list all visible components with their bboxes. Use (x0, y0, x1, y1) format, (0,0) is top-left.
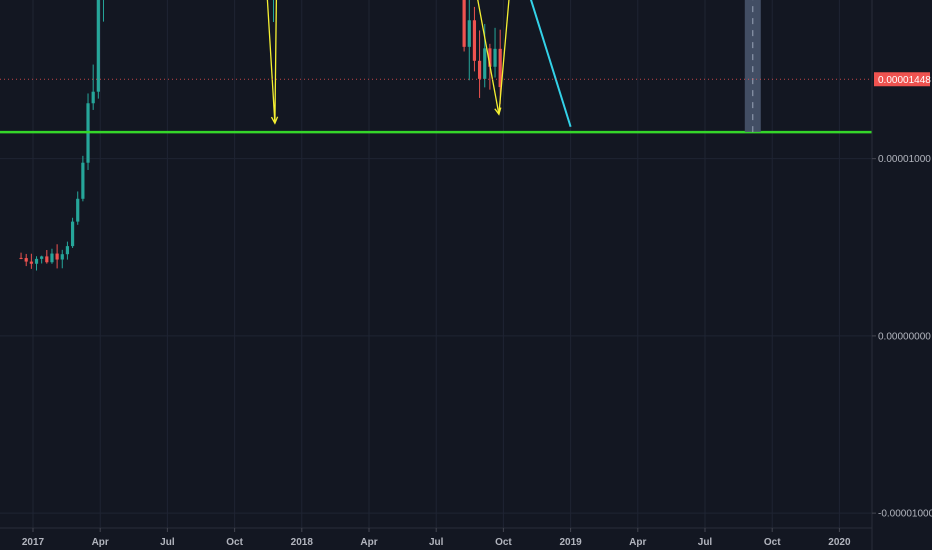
x-tick-label: 2020 (828, 537, 851, 548)
candle-body (55, 253, 59, 260)
candle-body (45, 256, 49, 263)
x-axis[interactable]: 2017 Apr Jul Oct 2018 Apr Jul Oct 2019 Apr Jul Oct 2… (0, 527, 872, 548)
y-tick-label: 0.00000000 (878, 331, 931, 342)
y-tick-label: -0.00001000 (878, 509, 932, 520)
candle-body (19, 257, 23, 259)
y-axis[interactable]: 0.000180000.000170000.000160000.00015000… (871, 0, 932, 550)
candle-body (493, 48, 497, 67)
candle-body (483, 48, 487, 79)
x-tick-label: Apr (360, 537, 377, 548)
candle-body (488, 48, 492, 67)
y-tick-label: 0.00001000 (878, 154, 931, 165)
x-tick-label: Jul (698, 537, 713, 548)
candle-body (96, 0, 100, 92)
drawing-lines (0, 0, 872, 134)
candle-body (91, 91, 95, 104)
current-price-tag[interactable] (874, 72, 930, 87)
candle-body (34, 258, 39, 264)
x-tick-label: Apr (629, 537, 646, 548)
candle-body (24, 258, 28, 262)
grid-lines (0, 0, 872, 528)
x-tick-label: 2019 (559, 537, 582, 548)
candle-body (467, 20, 471, 47)
candle-body (70, 221, 75, 247)
candle-body (498, 48, 502, 88)
candle-body (60, 254, 64, 260)
drawing-overlays: 0.00012766 (1088.13%) 1276614k (0, 0, 872, 133)
x-tick-label: Jul (429, 537, 444, 548)
current-price-label: 0.00001448 (878, 75, 931, 86)
x-tick-label: Oct (764, 537, 781, 548)
candle-body (40, 256, 44, 259)
wave-arrowhead (270, 116, 279, 125)
candle-body (477, 60, 482, 79)
x-tick-label: Oct (495, 537, 512, 548)
x-tick-label: 2017 (22, 537, 45, 548)
candle-body (472, 20, 477, 61)
candlestick-series (19, 0, 502, 271)
x-tick-label: Oct (226, 537, 243, 548)
candle-body (50, 253, 54, 263)
x-tick-label: Apr (92, 537, 109, 548)
candle-body (29, 261, 33, 264)
candle-body (462, 0, 466, 47)
x-tick-label: 2018 (291, 537, 314, 548)
candle-body (76, 198, 80, 222)
y-axis-panel (872, 0, 932, 550)
candle-body (65, 246, 70, 255)
candle-body (81, 162, 85, 199)
measure-bar[interactable] (744, 0, 761, 133)
x-tick-label: Jul (160, 537, 175, 548)
